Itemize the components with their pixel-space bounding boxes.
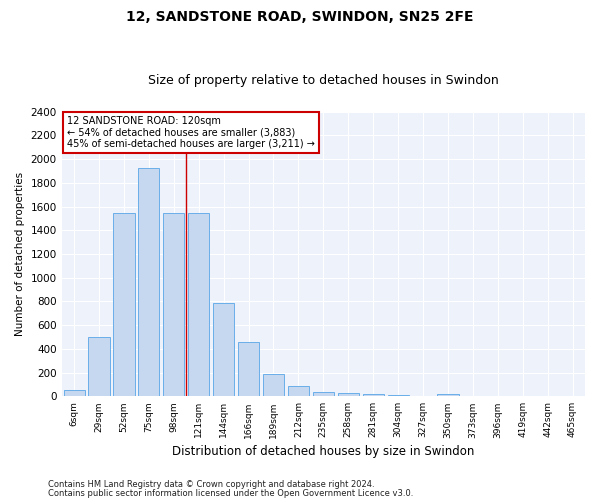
X-axis label: Distribution of detached houses by size in Swindon: Distribution of detached houses by size … (172, 444, 475, 458)
Bar (388, 395, 409, 396)
Bar (288, 386, 309, 396)
Y-axis label: Number of detached properties: Number of detached properties (15, 172, 25, 336)
Bar (88, 337, 110, 396)
Bar (188, 212, 209, 396)
Bar (437, 394, 458, 396)
Bar (213, 302, 234, 396)
Bar (163, 212, 184, 396)
Text: Contains public sector information licensed under the Open Government Licence v3: Contains public sector information licen… (48, 488, 413, 498)
Bar (113, 212, 134, 396)
Text: 12 SANDSTONE ROAD: 120sqm
← 54% of detached houses are smaller (3,883)
45% of se: 12 SANDSTONE ROAD: 120sqm ← 54% of detac… (67, 116, 315, 149)
Bar (362, 394, 384, 396)
Text: Contains HM Land Registry data © Crown copyright and database right 2024.: Contains HM Land Registry data © Crown c… (48, 480, 374, 489)
Bar (338, 393, 359, 396)
Title: Size of property relative to detached houses in Swindon: Size of property relative to detached ho… (148, 74, 499, 87)
Text: 12, SANDSTONE ROAD, SWINDON, SN25 2FE: 12, SANDSTONE ROAD, SWINDON, SN25 2FE (126, 10, 474, 24)
Bar (64, 390, 85, 396)
Bar (263, 374, 284, 396)
Bar (138, 168, 160, 396)
Bar (238, 342, 259, 396)
Bar (313, 392, 334, 396)
